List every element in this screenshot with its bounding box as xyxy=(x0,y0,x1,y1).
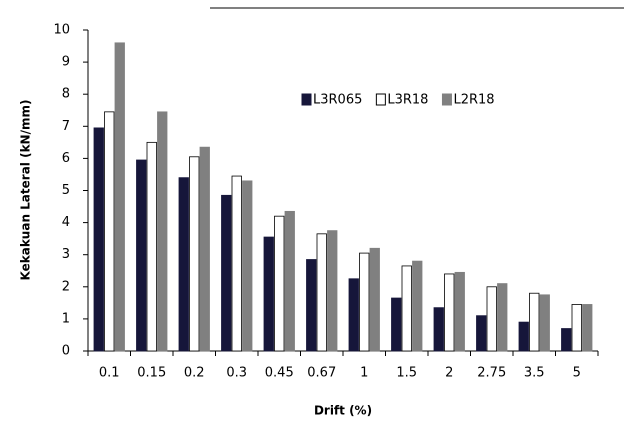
y-tick-label: 8 xyxy=(62,87,70,102)
bar xyxy=(114,42,125,352)
x-tick-label: 3.5 xyxy=(524,366,545,381)
bar xyxy=(136,159,147,352)
bar xyxy=(359,252,370,352)
x-tick-label: 0.1 xyxy=(99,366,120,381)
bar xyxy=(199,146,210,352)
y-tick-label: 1 xyxy=(62,311,70,326)
y-tick-label: 2 xyxy=(62,279,70,294)
bar xyxy=(561,328,572,352)
bar xyxy=(157,111,168,352)
legend-label: L2R18 xyxy=(453,93,494,108)
bar xyxy=(454,271,465,352)
bar xyxy=(582,304,593,352)
x-tick-label: 5 xyxy=(573,366,581,381)
bar xyxy=(274,215,285,352)
bar xyxy=(178,177,189,352)
bar xyxy=(518,321,529,352)
bar xyxy=(316,233,327,352)
x-tick-label: 0.45 xyxy=(265,366,294,381)
x-tick-label: 2.75 xyxy=(477,366,506,381)
bar xyxy=(476,315,487,352)
bar xyxy=(539,294,550,352)
bar xyxy=(369,247,380,352)
x-tick-label: 0.3 xyxy=(226,366,247,381)
legend-swatch xyxy=(375,93,386,106)
y-tick-label: 0 xyxy=(62,344,70,359)
y-tick-label: 7 xyxy=(62,119,70,134)
y-axis-title: Kekakuan Lateral (kN/mm) xyxy=(19,100,33,281)
bar xyxy=(231,175,242,352)
bar xyxy=(242,180,253,352)
x-tick-label: 1 xyxy=(360,366,368,381)
bar xyxy=(327,230,338,352)
legend-label: L3R065 xyxy=(313,93,362,108)
y-tick-label: 9 xyxy=(62,55,70,70)
x-tick-label: 0.2 xyxy=(184,366,205,381)
legend-swatch xyxy=(441,93,452,106)
x-tick-label: 0.67 xyxy=(307,366,336,381)
x-tick-label: 1.5 xyxy=(396,366,417,381)
bar xyxy=(221,194,232,352)
bar xyxy=(571,304,582,352)
bar xyxy=(306,259,317,352)
bar xyxy=(263,236,274,352)
x-axis-title: Drift (%) xyxy=(314,404,372,418)
bar xyxy=(497,283,508,352)
y-tick-label: 10 xyxy=(53,23,70,38)
legend-swatch xyxy=(301,93,312,106)
bar xyxy=(391,297,402,352)
x-tick-label: 2 xyxy=(445,366,453,381)
bar xyxy=(433,307,444,352)
y-tick-label: 5 xyxy=(62,183,70,198)
bar xyxy=(104,111,115,352)
bar xyxy=(529,292,540,352)
bar xyxy=(93,127,104,352)
y-tick-label: 3 xyxy=(62,247,70,262)
bar xyxy=(189,156,200,352)
bar xyxy=(146,141,157,352)
y-tick-label: 6 xyxy=(62,151,70,166)
x-tick-label: 0.15 xyxy=(137,366,166,381)
bar xyxy=(348,278,359,352)
y-tick-label: 4 xyxy=(62,215,70,230)
bar xyxy=(486,286,497,352)
bar xyxy=(444,273,455,352)
legend-label: L3R18 xyxy=(387,93,428,108)
bar xyxy=(401,265,412,352)
bar xyxy=(412,260,423,352)
bar xyxy=(284,210,295,352)
